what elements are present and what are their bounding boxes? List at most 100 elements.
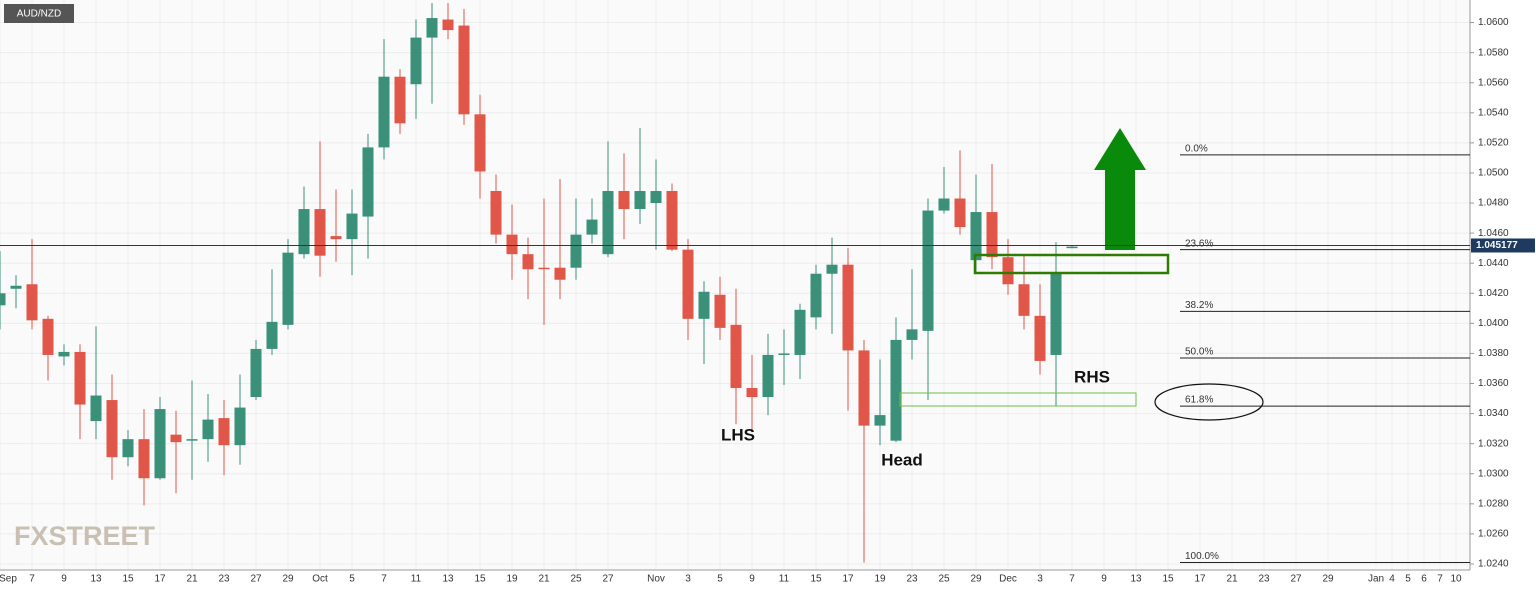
candle-body <box>1050 272 1062 355</box>
x-tick-label: 25 <box>938 574 950 585</box>
x-tick-label: 5 <box>349 574 355 585</box>
x-tick-label: 25 <box>570 574 582 585</box>
candle-body <box>506 234 518 255</box>
candle-body <box>26 284 38 321</box>
candle-body <box>282 252 294 325</box>
candle-body <box>138 439 150 479</box>
x-tick-label: 9 <box>61 574 67 585</box>
x-tick-label: 15 <box>122 574 134 585</box>
candle-body <box>458 25 470 115</box>
y-tick-label: 1.0600 <box>1478 17 1509 28</box>
x-tick-label: 7 <box>1069 574 1075 585</box>
last-price-label: 1.045177 <box>1476 240 1518 251</box>
y-tick-label: 1.0580 <box>1478 47 1509 58</box>
candle-body <box>170 434 182 443</box>
x-tick-label: 23 <box>906 574 918 585</box>
candle-body <box>490 191 502 235</box>
x-tick-label: 5 <box>1405 574 1411 585</box>
candle-body <box>698 291 710 319</box>
x-tick-label: 27 <box>602 574 614 585</box>
x-tick-label: 21 <box>538 574 550 585</box>
candle-body <box>410 37 422 85</box>
candle-body <box>10 285 22 289</box>
candle-body <box>970 212 982 261</box>
x-tick-label: 4 <box>1389 574 1395 585</box>
candle-body <box>266 321 278 349</box>
candle-body <box>554 267 566 280</box>
candle-body <box>346 213 358 240</box>
support-box <box>899 392 1137 407</box>
fib-label: 61.8% <box>1185 395 1213 406</box>
x-tick-label: 15 <box>1162 574 1174 585</box>
candle-body <box>250 348 262 398</box>
x-tick-label: Oct <box>312 574 328 585</box>
chart-title: AUD/NZD <box>17 9 61 20</box>
candle-body <box>874 415 886 426</box>
y-tick-label: 1.0260 <box>1478 529 1509 540</box>
x-tick-label: 13 <box>442 574 454 585</box>
x-tick-label: 15 <box>474 574 486 585</box>
candle-body <box>154 409 166 479</box>
candle-body <box>442 19 454 31</box>
candle-body <box>602 191 614 255</box>
last-price-box <box>1471 238 1535 253</box>
x-tick-label: Sep <box>0 574 17 585</box>
annotation: LHS <box>721 425 755 444</box>
candle-body <box>538 267 550 270</box>
candle-body <box>1034 315 1046 361</box>
x-tick-label: 21 <box>1226 574 1238 585</box>
y-tick-label: 1.0480 <box>1478 198 1509 209</box>
candle-body <box>394 76 406 124</box>
fib-label: 0.0% <box>1185 144 1208 155</box>
candle-body <box>298 209 310 255</box>
x-tick-label: 23 <box>1258 574 1270 585</box>
x-tick-label: 9 <box>1101 574 1107 585</box>
candle-body <box>122 439 134 458</box>
y-tick-label: 1.0240 <box>1478 559 1509 570</box>
x-tick-label: 13 <box>90 574 102 585</box>
candle-body <box>1066 246 1078 249</box>
y-tick-label: 1.0340 <box>1478 408 1509 419</box>
candle-body <box>762 354 774 398</box>
candle-body <box>474 114 486 172</box>
up-arrow <box>1094 128 1146 250</box>
candle-body <box>730 324 742 389</box>
x-tick-label: 17 <box>1194 574 1206 585</box>
fib-label: 38.2% <box>1185 300 1213 311</box>
candle-body <box>858 350 870 426</box>
candle-body <box>954 198 966 228</box>
candle-body <box>522 254 534 270</box>
y-tick-label: 1.0380 <box>1478 348 1509 359</box>
x-tick-label: Nov <box>647 574 665 585</box>
x-tick-label: 10 <box>1450 574 1462 585</box>
candle-body <box>42 318 54 355</box>
candle-body <box>618 191 630 210</box>
candle-body <box>650 191 662 204</box>
x-tick-label: 19 <box>874 574 886 585</box>
x-tick-label: Dec <box>999 574 1017 585</box>
y-tick-label: 1.0420 <box>1478 288 1509 299</box>
x-tick-label: 9 <box>749 574 755 585</box>
x-tick-label: 17 <box>154 574 166 585</box>
y-tick-label: 1.0560 <box>1478 77 1509 88</box>
candle-body <box>362 147 374 217</box>
y-tick-label: 1.0540 <box>1478 107 1509 118</box>
x-tick-label: 6 <box>1421 574 1427 585</box>
y-tick-label: 1.0300 <box>1478 468 1509 479</box>
candle-body <box>1002 257 1014 285</box>
candle-body <box>202 419 214 440</box>
fib-label: 50.0% <box>1185 347 1213 358</box>
x-tick-label: 13 <box>1130 574 1142 585</box>
candle-body <box>634 191 646 210</box>
candle-body <box>330 236 342 240</box>
x-tick-label: Jan <box>1368 574 1384 585</box>
y-tick-label: 1.0500 <box>1478 168 1509 179</box>
x-tick-label: 15 <box>810 574 822 585</box>
annotation: RHS <box>1074 367 1110 386</box>
watermark: FXSTREET <box>14 521 156 551</box>
x-tick-label: 27 <box>250 574 262 585</box>
fib-label: 23.6% <box>1185 238 1213 249</box>
x-tick-label: 7 <box>1437 574 1443 585</box>
candle-body <box>666 191 678 250</box>
y-tick-label: 1.0440 <box>1478 258 1509 269</box>
